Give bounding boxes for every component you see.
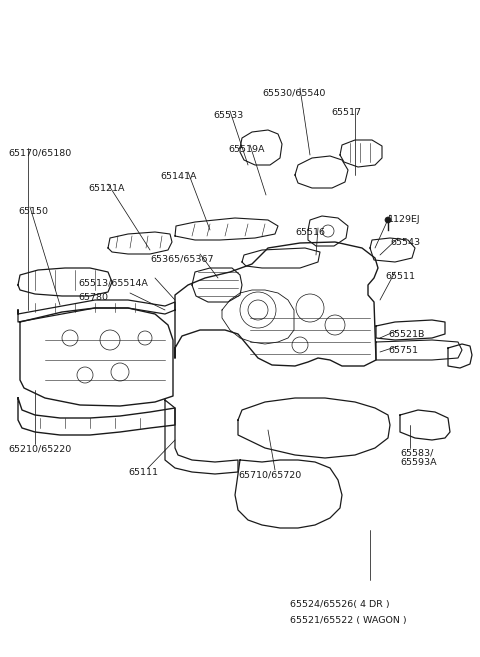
Text: 65524/65526( 4 DR ): 65524/65526( 4 DR ) bbox=[290, 600, 390, 609]
Text: 65710/65720: 65710/65720 bbox=[238, 470, 301, 479]
Text: 65141A: 65141A bbox=[160, 172, 196, 181]
Text: 65543: 65543 bbox=[390, 238, 420, 247]
Text: 65513/65514A: 65513/65514A bbox=[78, 278, 148, 287]
Text: 65751: 65751 bbox=[388, 346, 418, 355]
Text: 65111: 65111 bbox=[128, 468, 158, 477]
Text: 65530/65540: 65530/65540 bbox=[262, 88, 325, 97]
Circle shape bbox=[385, 217, 391, 223]
Text: 65780: 65780 bbox=[78, 293, 108, 302]
Text: 65519A: 65519A bbox=[228, 145, 264, 154]
Text: 65583/
65593A: 65583/ 65593A bbox=[400, 448, 437, 467]
Text: 65170/65180: 65170/65180 bbox=[8, 148, 71, 157]
Text: 65150: 65150 bbox=[18, 207, 48, 216]
Text: 65521B: 65521B bbox=[388, 330, 424, 339]
Text: 65516: 65516 bbox=[295, 228, 325, 237]
Text: 65511: 65511 bbox=[385, 272, 415, 281]
Text: 65521/65522 ( WAGON ): 65521/65522 ( WAGON ) bbox=[290, 616, 407, 625]
Text: 65365/65367: 65365/65367 bbox=[150, 254, 214, 263]
Text: 65517: 65517 bbox=[331, 108, 361, 117]
Text: 65533: 65533 bbox=[213, 111, 243, 120]
Text: 65121A: 65121A bbox=[88, 184, 124, 193]
Text: 1129EJ: 1129EJ bbox=[388, 215, 420, 224]
Text: 65210/65220: 65210/65220 bbox=[8, 444, 71, 453]
